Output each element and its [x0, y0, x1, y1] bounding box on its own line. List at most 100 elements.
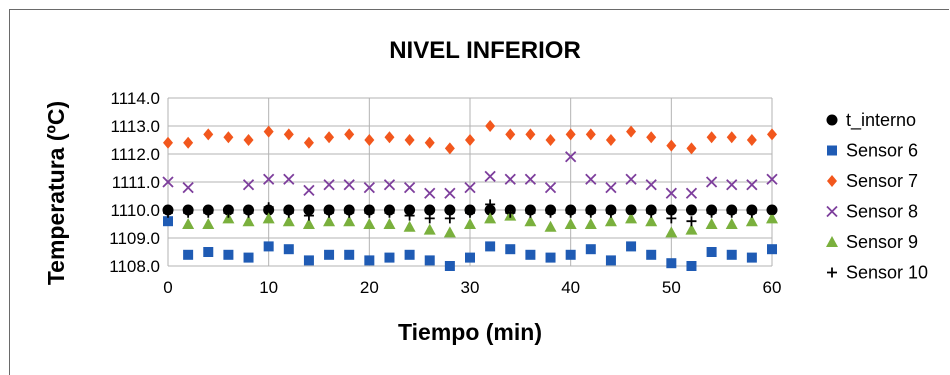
- y-tick-label: 1112.0: [111, 145, 160, 164]
- data-point: [223, 207, 234, 218]
- data-point: [626, 125, 637, 138]
- x-tick-label: 40: [561, 278, 580, 297]
- data-point: [585, 128, 596, 141]
- data-point: [403, 181, 416, 194]
- data-point: [565, 151, 577, 163]
- data-point: [203, 128, 214, 141]
- data-point: [666, 258, 677, 269]
- data-point: [766, 212, 778, 224]
- legend-marker: [826, 236, 838, 247]
- data-point: [545, 252, 556, 263]
- legend-item: Sensor 10: [827, 263, 928, 283]
- data-point: [686, 216, 697, 227]
- data-point: [283, 244, 294, 255]
- data-point: [484, 212, 497, 224]
- data-point: [505, 207, 516, 218]
- legend-item: Sensor 8: [826, 202, 918, 222]
- data-point: [223, 131, 234, 144]
- x-tick-label: 30: [461, 278, 480, 297]
- x-tick-label: 60: [763, 278, 782, 297]
- data-point: [202, 218, 215, 229]
- data-point: [686, 261, 697, 271]
- data-point: [545, 207, 556, 218]
- data-point: [283, 128, 294, 141]
- data-point: [706, 247, 717, 257]
- y-tick-label: 1113.0: [111, 117, 160, 136]
- data-point: [544, 181, 557, 194]
- data-point: [242, 215, 255, 227]
- data-point: [705, 218, 718, 229]
- data-point: [485, 120, 496, 132]
- x-tick-label: 10: [259, 278, 278, 297]
- data-point: [363, 218, 376, 229]
- data-point: [626, 241, 637, 252]
- data-point: [303, 136, 314, 149]
- data-point: [726, 131, 737, 144]
- series-sensor-8: [162, 151, 778, 199]
- data-point: [666, 213, 677, 224]
- data-point: [263, 125, 274, 138]
- legend-label: Sensor 8: [846, 202, 918, 222]
- data-point: [242, 179, 255, 191]
- data-point: [726, 249, 737, 260]
- data-point: [625, 173, 637, 185]
- data-point: [203, 207, 214, 218]
- data-point: [585, 173, 597, 185]
- data-points: [162, 120, 778, 271]
- data-point: [645, 215, 658, 227]
- data-point: [383, 179, 396, 191]
- data-point: [282, 215, 295, 227]
- data-point: [364, 134, 375, 146]
- data-point: [505, 128, 516, 141]
- data-point: [605, 255, 616, 266]
- data-point: [344, 128, 355, 141]
- data-point: [565, 128, 576, 141]
- data-point: [283, 173, 295, 185]
- chart-frame: [9, 9, 949, 375]
- data-point: [646, 207, 657, 218]
- data-point: [444, 213, 455, 224]
- data-point: [665, 226, 678, 238]
- data-point: [404, 210, 415, 221]
- data-point: [464, 218, 476, 229]
- data-point: [424, 136, 435, 149]
- legend-marker: [827, 145, 837, 156]
- data-point: [183, 136, 194, 149]
- data-point: [685, 223, 698, 235]
- data-point: [444, 204, 456, 216]
- data-point: [384, 131, 395, 144]
- data-point: [665, 204, 677, 216]
- data-point: [203, 247, 214, 257]
- data-point: [725, 218, 738, 229]
- gridlines: [167, 97, 773, 267]
- data-point: [324, 131, 335, 144]
- data-point: [767, 205, 777, 215]
- data-point: [303, 210, 314, 221]
- data-point: [263, 173, 275, 185]
- data-point: [604, 215, 617, 227]
- data-point: [223, 249, 234, 260]
- legend-item: Sensor 7: [827, 171, 918, 191]
- data-point: [263, 241, 274, 252]
- series-sensor-6: [163, 216, 777, 271]
- data-point: [324, 249, 335, 260]
- data-point: [745, 215, 758, 227]
- data-point: [263, 202, 274, 213]
- data-point: [243, 252, 254, 263]
- legend-marker: [827, 175, 837, 187]
- legend-label: Sensor 10: [846, 263, 928, 283]
- data-point: [626, 205, 637, 215]
- data-point: [423, 223, 436, 235]
- data-point: [666, 139, 677, 152]
- data-point: [443, 226, 456, 238]
- data-point: [444, 142, 455, 155]
- data-point: [685, 187, 698, 199]
- data-point: [163, 216, 173, 227]
- x-tick-label: 20: [360, 278, 379, 297]
- data-point: [222, 212, 235, 224]
- data-point: [243, 207, 254, 218]
- data-point: [303, 255, 314, 266]
- y-axis-title: Temperatura (ºC): [43, 101, 69, 285]
- data-point: [424, 255, 435, 266]
- data-point: [525, 249, 536, 260]
